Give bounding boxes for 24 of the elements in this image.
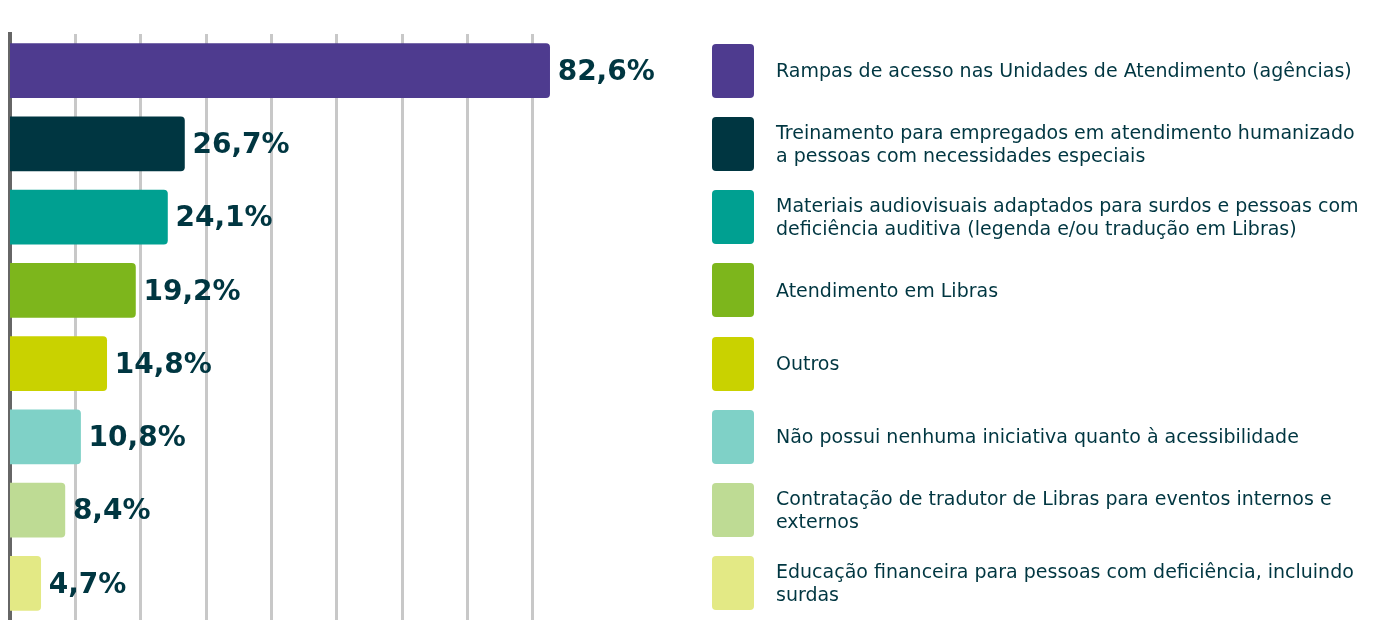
data-label: 4,7% <box>48 566 127 600</box>
y-tick-label: Materiais audiovisuais adaptados para surdos e pessoas com deficiência auditiva (legenda e/ou tradução em Libras) <box>776 194 1360 241</box>
data-label: 24,1% <box>175 200 273 234</box>
bar <box>10 189 168 245</box>
y-tick-label: Rampas de acesso nas Unidades de Atendimento (agências) <box>776 59 1352 83</box>
data-label: 26,7% <box>192 127 290 161</box>
data-label: 19,2% <box>143 273 241 307</box>
bar <box>10 409 81 465</box>
y-tick-label: Atendimento em Libras <box>776 278 999 302</box>
y-tick-label: Outros <box>776 352 840 376</box>
bar <box>10 556 42 611</box>
bar <box>10 116 185 172</box>
y-tick-label: Treinamento para empregados em atendimento humanizado a pessoas com necessidades especiais <box>776 120 1356 167</box>
data-label: 10,8% <box>88 420 186 454</box>
data-label: 82,6% <box>557 53 655 87</box>
y-tick-label: Contratação de tradutor de Libras para eventos internos e externos <box>776 487 1333 534</box>
bar <box>10 336 108 391</box>
data-label: 8,4% <box>72 493 151 527</box>
bar <box>10 263 136 318</box>
data-label: 14,8% <box>114 346 212 380</box>
bar <box>10 482 66 538</box>
y-tick-label: Educação financeira para pessoas com deficiência, incluindo surdas <box>776 560 1355 607</box>
y-tick-label: Não possui nenhuma iniciativa quanto à acessibilidade <box>776 425 1299 449</box>
bar <box>10 43 550 98</box>
